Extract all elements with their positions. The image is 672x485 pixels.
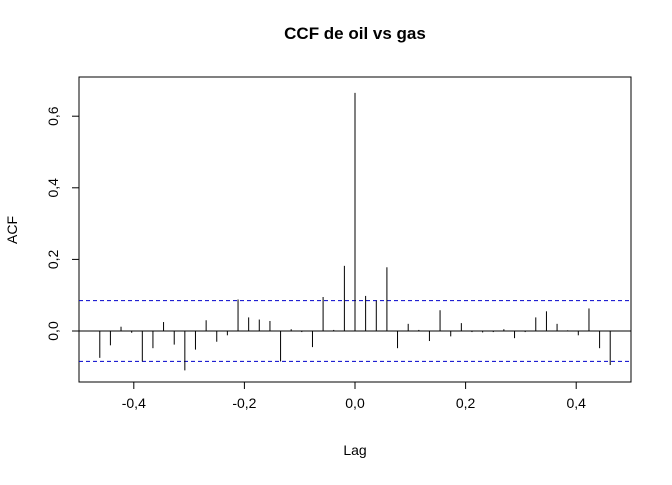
x-tick-label: 0,0 (345, 395, 365, 411)
y-axis-label: ACF (4, 216, 20, 244)
x-tick-label: -0,4 (122, 395, 146, 411)
y-tick-label: 0,0 (45, 321, 61, 341)
y-tick-label: 0,2 (45, 249, 61, 269)
y-tick-label: 0,6 (45, 106, 61, 126)
y-tick-label: 0,4 (45, 178, 61, 198)
x-tick-label: -0,2 (232, 395, 256, 411)
plot-area: -0,4 -0,2 0,0 0,2 0,4 0,0 0,2 0,4 0,6 (45, 92, 631, 411)
x-axis-label: Lag (343, 442, 366, 458)
x-tick-label: 0,4 (566, 395, 586, 411)
x-tick-label: 0,2 (456, 395, 476, 411)
chart-title: CCF de oil vs gas (284, 24, 426, 43)
